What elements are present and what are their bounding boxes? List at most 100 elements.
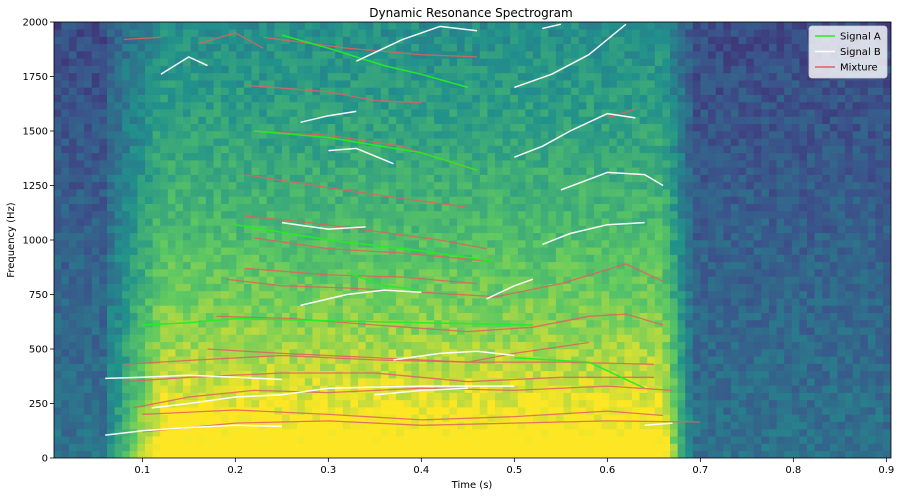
heatmap-cell xyxy=(525,246,534,255)
heatmap-cell xyxy=(495,355,504,364)
heatmap-cell xyxy=(525,348,534,357)
heatmap-cell xyxy=(137,450,146,458)
heatmap-cell xyxy=(601,137,610,146)
heatmap-cell xyxy=(654,72,664,81)
heatmap-cell xyxy=(320,443,329,452)
heatmap-cell xyxy=(563,254,572,263)
heatmap-cell xyxy=(137,385,146,393)
heatmap-cell xyxy=(68,261,78,270)
heatmap-cell xyxy=(502,145,511,154)
heatmap-cell xyxy=(380,305,390,313)
heatmap-cell xyxy=(380,334,390,343)
heatmap-cell xyxy=(677,268,686,277)
heatmap-cell xyxy=(91,399,100,408)
heatmap-cell xyxy=(145,188,154,197)
heatmap-cell xyxy=(555,181,565,190)
heatmap-cell xyxy=(84,443,93,452)
heatmap-cell xyxy=(517,450,527,458)
heatmap-cell xyxy=(411,450,420,458)
heatmap-cell xyxy=(487,203,496,212)
heatmap-cell xyxy=(213,203,222,212)
heatmap-cell xyxy=(76,268,85,277)
heatmap-cell xyxy=(487,130,496,139)
heatmap-cell xyxy=(434,414,443,422)
heatmap-cell xyxy=(487,377,496,386)
heatmap-cell xyxy=(106,232,116,241)
heatmap-cell xyxy=(502,225,511,234)
heatmap-cell xyxy=(418,268,428,277)
heatmap-cell xyxy=(670,370,679,379)
heatmap-cell xyxy=(517,363,527,372)
heatmap-cell xyxy=(289,116,298,125)
heatmap-cell xyxy=(129,72,138,81)
heatmap-cell xyxy=(624,305,633,313)
heatmap-cell xyxy=(616,355,625,364)
heatmap-cell xyxy=(167,232,177,241)
heatmap-cell xyxy=(571,363,580,372)
heatmap-cell xyxy=(76,108,85,117)
heatmap-cell xyxy=(259,50,268,59)
heatmap-cell xyxy=(517,188,527,197)
heatmap-cell xyxy=(441,450,450,458)
heatmap-cell xyxy=(571,326,580,335)
heatmap-cell xyxy=(228,399,237,408)
heatmap-cell xyxy=(281,239,291,248)
heatmap-cell xyxy=(228,130,237,139)
heatmap-cell xyxy=(456,196,466,204)
heatmap-cell xyxy=(396,87,405,95)
heatmap-cell xyxy=(129,225,138,234)
heatmap-cell xyxy=(205,65,215,74)
heatmap-cell xyxy=(555,137,565,146)
heatmap-cell xyxy=(84,319,93,328)
heatmap-cell xyxy=(472,145,481,154)
heatmap-cell xyxy=(601,50,610,59)
heatmap-cell xyxy=(281,123,291,132)
heatmap-cell xyxy=(350,152,359,161)
heatmap-cell xyxy=(350,392,359,401)
heatmap-cell xyxy=(616,399,625,408)
heatmap-cell xyxy=(449,65,458,74)
heatmap-cell xyxy=(578,355,587,364)
heatmap-cell xyxy=(122,254,131,263)
heatmap-cell xyxy=(312,239,321,248)
heatmap-cell xyxy=(449,261,458,270)
heatmap-cell xyxy=(160,79,169,88)
heatmap-cell xyxy=(335,414,344,422)
heatmap-cell xyxy=(670,65,679,74)
heatmap-cell xyxy=(616,79,625,88)
heatmap-cell xyxy=(114,363,123,372)
heatmap-cell xyxy=(312,58,321,66)
heatmap-cell xyxy=(495,385,504,393)
heatmap-cell xyxy=(320,399,329,408)
heatmap-cell xyxy=(578,246,587,255)
heatmap-cell xyxy=(647,450,656,458)
heatmap-cell xyxy=(555,239,565,248)
heatmap-cell xyxy=(533,58,542,66)
heatmap-cell xyxy=(243,290,253,299)
heatmap-cell xyxy=(160,326,169,335)
heatmap-cell xyxy=(198,137,207,146)
heatmap-cell xyxy=(145,232,154,241)
heatmap-cell xyxy=(167,87,177,95)
heatmap-cell xyxy=(304,363,314,372)
heatmap-cell xyxy=(122,319,131,328)
heatmap-cell xyxy=(578,217,587,226)
heatmap-cell xyxy=(418,326,428,335)
heatmap-cell xyxy=(213,101,222,110)
heatmap-cell xyxy=(495,94,504,103)
heatmap-cell xyxy=(380,312,390,321)
heatmap-cell xyxy=(358,210,367,219)
heatmap-cell xyxy=(145,210,154,219)
heatmap-cell xyxy=(84,196,93,204)
heatmap-cell xyxy=(358,36,367,45)
heatmap-cell xyxy=(388,203,397,212)
heatmap-cell xyxy=(464,217,473,226)
heatmap-cell xyxy=(441,297,450,306)
heatmap-cell xyxy=(259,239,268,248)
heatmap-cell xyxy=(571,283,580,292)
heatmap-cell xyxy=(122,399,131,408)
heatmap-cell xyxy=(609,276,618,284)
heatmap-cell xyxy=(289,305,298,313)
heatmap-cell xyxy=(251,399,260,408)
heatmap-cell xyxy=(418,152,428,161)
